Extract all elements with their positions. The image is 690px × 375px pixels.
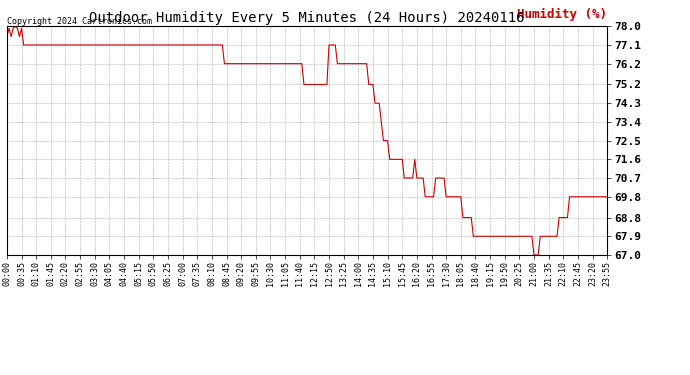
Text: Humidity (%): Humidity (%) [518,8,607,21]
Title: Outdoor Humidity Every 5 Minutes (24 Hours) 20240116: Outdoor Humidity Every 5 Minutes (24 Hou… [89,11,525,25]
Text: Copyright 2024 Cartronics.com: Copyright 2024 Cartronics.com [7,17,152,26]
